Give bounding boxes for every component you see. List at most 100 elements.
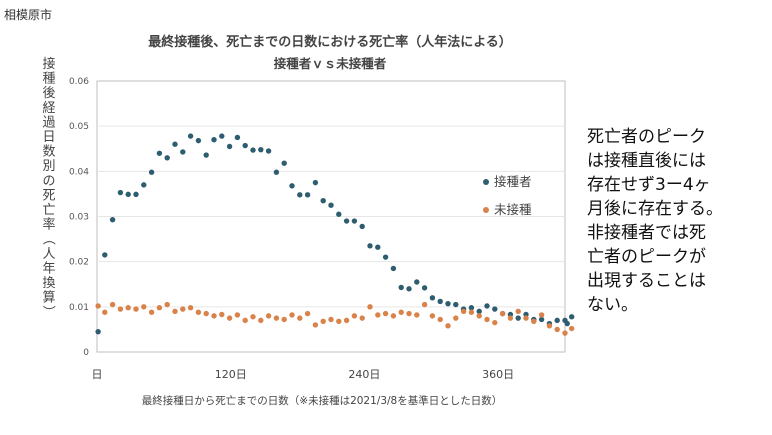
- side-note-line: 亡者のピークが: [587, 247, 706, 267]
- vaccinated-point: [564, 320, 570, 327]
- vaccinated-point: [515, 315, 521, 321]
- vaccinated-point: [219, 133, 225, 139]
- vaccinated-point: [367, 243, 373, 249]
- unvaccinated-point: [172, 308, 178, 315]
- vaccinated-point: [492, 306, 498, 312]
- vaccinated-point: [421, 285, 428, 291]
- legend-marker: [483, 179, 489, 185]
- vaccinated-point: [312, 179, 319, 186]
- vaccinated-point: [226, 143, 233, 150]
- unvaccinated-point: [351, 313, 358, 319]
- vaccinated-point: [484, 303, 490, 309]
- vaccinated-point: [234, 134, 241, 141]
- vaccinated-point: [328, 202, 334, 208]
- unvaccinated-point: [125, 305, 131, 311]
- unvaccinated-point: [460, 308, 467, 315]
- chart-title: 最終接種後、死亡までの日数における死亡率（人年法による）: [148, 34, 512, 50]
- side-note-line: 出現することは: [587, 271, 706, 291]
- x-tick-label: 120日: [215, 368, 247, 381]
- side-note-line: 月後に存在する。: [587, 199, 723, 219]
- unvaccinated-point: [406, 310, 412, 317]
- y-tick-label: 0.05: [69, 122, 89, 132]
- unvaccinated-point: [367, 304, 373, 310]
- chart-subtitle: 接種者ｖｓ未接種者: [274, 56, 387, 71]
- x-tick-label: 240日: [348, 368, 380, 381]
- unvaccinated-point: [234, 312, 241, 318]
- x-tick-label: 日: [92, 368, 103, 381]
- unvaccinated-point: [468, 309, 475, 315]
- vaccinated-point: [390, 265, 397, 272]
- unvaccinated-point: [437, 316, 443, 323]
- unvaccinated-point: [102, 309, 108, 315]
- unvaccinated-point: [211, 313, 217, 319]
- unvaccinated-point: [195, 309, 202, 315]
- unvaccinated-point: [297, 315, 303, 321]
- vaccinated-point: [141, 182, 147, 188]
- unvaccinated-point: [156, 305, 163, 311]
- vaccinated-point: [258, 146, 264, 153]
- unvaccinated-point: [148, 309, 155, 315]
- side-note: 死亡者のピーク は接種直後には 存在せず3ー4ヶ 月後に存在する。 非接種者では死 亡者の…: [587, 125, 769, 317]
- y-axis-label-char: 日: [42, 130, 55, 145]
- unvaccinated-point: [375, 312, 381, 318]
- unvaccinated-point: [109, 301, 116, 308]
- legend-marker: [483, 207, 489, 213]
- vaccinated-point: [476, 308, 482, 315]
- vaccinated-point: [359, 223, 365, 230]
- unvaccinated-point: [492, 319, 498, 326]
- vaccinated-point: [437, 298, 443, 305]
- unvaccinated-point: [398, 309, 404, 315]
- y-tick-label: 0.04: [69, 167, 89, 177]
- vaccinated-point: [468, 305, 475, 311]
- vaccinated-point: [95, 328, 101, 335]
- vaccinated-point: [375, 244, 381, 250]
- unvaccinated-point: [499, 310, 506, 317]
- unvaccinated-point: [226, 315, 233, 321]
- unvaccinated-point: [203, 310, 209, 317]
- vaccinated-point: [102, 252, 108, 258]
- y-axis-label-char: 別: [42, 159, 55, 174]
- vaccinated-point: [429, 295, 436, 301]
- side-note-line: 非接種者では死: [587, 223, 706, 243]
- vaccinated-point: [164, 155, 170, 161]
- vaccinated-point: [273, 169, 280, 175]
- unvaccinated-point: [281, 316, 287, 323]
- side-note-line: 死亡者のピーク: [587, 127, 706, 147]
- vaccinated-point: [445, 300, 451, 307]
- y-axis-label-char: 経: [42, 101, 55, 116]
- unvaccinated-point: [476, 313, 482, 319]
- vaccinated-point: [172, 141, 178, 147]
- unvaccinated-point: [289, 312, 295, 318]
- unvaccinated-point: [219, 311, 225, 318]
- unvaccinated-point: [523, 315, 529, 321]
- y-axis-label-char: 算: [42, 291, 55, 306]
- vaccinated-point: [242, 142, 248, 149]
- vaccinated-point: [382, 254, 389, 260]
- unvaccinated-point: [554, 326, 560, 333]
- unvaccinated-point: [382, 310, 389, 317]
- vaccinated-point: [265, 148, 272, 154]
- unvaccinated-point: [414, 312, 420, 318]
- vaccinated-point: [203, 152, 209, 158]
- legend-label: 未接種: [494, 202, 532, 217]
- y-axis-label-char: 過: [42, 115, 55, 130]
- side-note-line: 存在せず3ー4ヶ: [587, 175, 711, 195]
- vaccinated-point: [320, 197, 326, 204]
- vaccinated-point: [414, 279, 420, 285]
- x-axis-ticks: 日 120日 240日 360日: [92, 368, 515, 381]
- y-tick-label: 0.01: [69, 303, 89, 313]
- unvaccinated-point: [141, 304, 147, 310]
- vaccinated-point: [187, 133, 194, 139]
- vaccinated-point: [554, 317, 560, 324]
- vaccinated-point: [195, 137, 202, 144]
- unvaccinated-point: [484, 316, 490, 323]
- y-axis-label-char: 後: [42, 86, 55, 101]
- vaccinated-point: [538, 316, 545, 323]
- data-points: [95, 133, 575, 336]
- unvaccinated-point: [164, 301, 170, 308]
- unvaccinated-point: [265, 313, 272, 319]
- unvaccinated-point: [507, 315, 514, 321]
- unvaccinated-point: [273, 315, 280, 321]
